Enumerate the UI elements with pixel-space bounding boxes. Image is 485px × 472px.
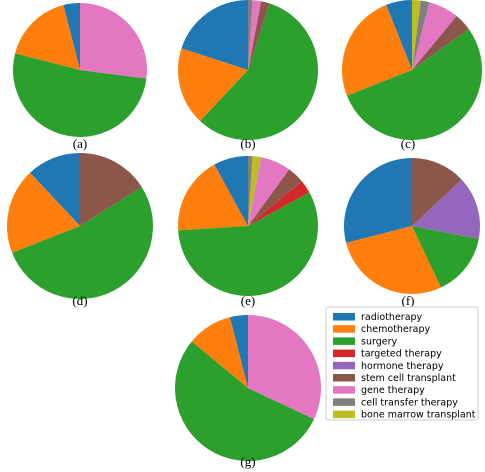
legend-label-chemotherapy: chemotherapy [361,324,431,335]
pie-f [344,158,481,294]
pie-slice-hormone-therapy [412,179,481,239]
legend-swatch-targeted-therapy [333,349,355,358]
pie-slice-surgery [412,226,479,288]
pie-slice-gene-therapy [248,157,290,226]
panel-label-f: (f) [402,293,415,308]
pie-slice-stem-cell-transplant [80,153,142,226]
panel-label-e: (e) [241,293,255,308]
legend-label-hormone-therapy: hormone therapy [361,361,444,372]
pie-slice-cell-transfer-therapy [248,156,253,226]
pie-slice-surgery [178,192,319,297]
pie-slice-chemotherapy [178,48,248,122]
legend-label-stem-cell-transplant: stem cell transplant [361,373,456,384]
pie-slice-gene-therapy [248,315,321,420]
pie-slice-targeted-therapy [248,181,310,226]
pie-slice-cell-transfer-therapy [412,0,430,70]
pie-slice-chemotherapy [342,4,412,96]
legend-swatch-hormone-therapy [333,361,355,370]
pie-b [178,0,319,141]
legend-swatch-cell-transfer-therapy [333,398,355,406]
legend-label-surgery: surgery [361,336,397,347]
legend-label-targeted-therapy: targeted therapy [361,349,442,360]
pie-slice-cell-transfer-therapy [248,0,253,70]
pie-g [174,315,321,462]
legend-label-bone-marrow-transplant: bone marrow transplant [361,410,476,421]
pie-slice-surgery [346,28,483,141]
panel-labels: (a) (b) (c) (d) (e) (f) (g) [72,136,415,469]
pie-slice-radiotherapy [344,158,412,243]
panel-label-g: (g) [240,454,255,469]
pie-slice-radiotherapy [30,153,81,226]
panel-label-a: (a) [73,136,87,151]
legend-swatch-surgery [333,337,355,345]
pie-slice-surgery [12,186,154,299]
legend-swatch-radiotherapy [333,313,355,321]
pie-slice-chemotherapy [15,5,81,71]
panel-label-d: (d) [72,293,87,308]
legend-swatch-stem-cell-transplant [333,374,355,382]
legend-swatch-chemotherapy [333,325,355,333]
pie-slice-chemotherapy [178,164,248,231]
pie-slice-surgery [200,3,319,141]
pie-a [13,2,147,137]
pie-charts [7,0,483,462]
pie-slice-bone-marrow-transplant [248,156,262,226]
legend-label-cell-transfer-therapy: cell transfer therapy [361,397,458,408]
pie-slice-surgery [13,53,147,137]
pie-slice-radiotherapy [181,0,248,70]
panel-label-c: (c) [401,136,415,151]
legend-frame [325,306,479,421]
pie-d [7,153,154,299]
pie-slice-stem-cell-transplant [248,169,302,226]
pie-slice-chemotherapy [191,317,248,388]
pie-slice-radiotherapy [63,2,80,70]
pie-slice-radiotherapy [214,156,248,226]
pie-slice-radiotherapy [386,0,412,70]
legend-label-radiotherapy: radiotherapy [361,312,423,323]
pie-e [178,156,319,297]
pie-slice-bone-marrow-transplant [412,0,421,70]
legend-swatch-gene-therapy [333,386,355,394]
pie-slice-stem-cell-transplant [412,158,462,226]
legend-label-gene-therapy: gene therapy [361,385,425,396]
pie-slice-gene-therapy [412,2,457,71]
pie-slice-stem-cell-transplant [412,16,469,71]
pie-slice-radiotherapy [229,315,248,388]
legend-swatch-bone-marrow-transplant [333,410,355,419]
pie-slice-chemotherapy [346,226,441,294]
panel-label-b: (b) [240,136,255,151]
pie-slice-gene-therapy [80,3,147,79]
pie-slice-chemotherapy [7,172,80,253]
pie-slice-surgery [174,341,315,462]
pie-slice-gene-therapy [248,0,262,71]
pie-slice-stem-cell-transplant [248,1,270,71]
pie-c [342,0,483,141]
